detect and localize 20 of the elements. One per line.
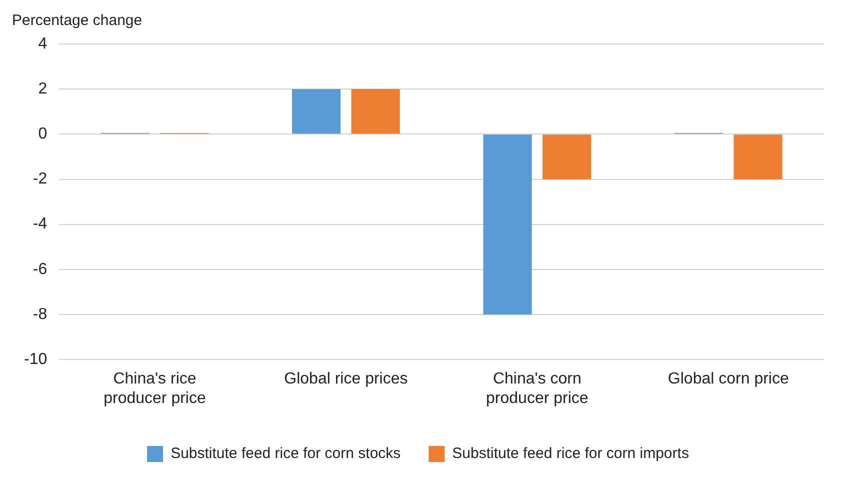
bar bbox=[542, 134, 592, 180]
y-tick-label: -8 bbox=[32, 306, 48, 323]
x-tick-label: Global rice prices bbox=[284, 370, 408, 388]
x-tick-label: Global corn price bbox=[668, 370, 789, 388]
y-tick-label: 0 bbox=[38, 126, 48, 143]
legend-label: Substitute feed rice for corn imports bbox=[452, 445, 689, 462]
y-tick-label: -2 bbox=[32, 170, 48, 188]
y-axis-title: Percentage change bbox=[12, 12, 142, 30]
legend-label: Substitute feed rice for corn stocks bbox=[170, 445, 401, 462]
y-tick-label: 2 bbox=[38, 80, 48, 98]
y-tick-label: -6 bbox=[32, 260, 48, 278]
y-tick-label: 4 bbox=[38, 35, 48, 52]
y-tick-label: -10 bbox=[24, 351, 48, 368]
x-tick-label: China's corn producer price bbox=[486, 370, 588, 407]
bar bbox=[292, 89, 341, 134]
y-tick-label: -4 bbox=[32, 216, 48, 233]
bar bbox=[351, 89, 400, 134]
bar bbox=[483, 134, 532, 315]
bar bbox=[734, 134, 782, 180]
x-tick-label: China's rice producer price bbox=[104, 370, 206, 407]
